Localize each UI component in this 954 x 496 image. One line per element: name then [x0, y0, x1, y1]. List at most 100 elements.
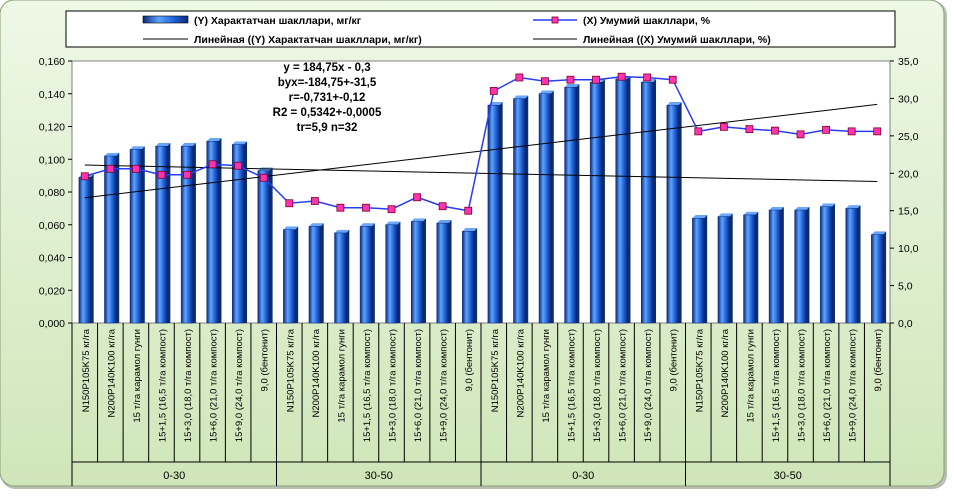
legend-bar-label: (Y) Характатчан шакллари, мг/кг — [194, 15, 362, 27]
y-right-tick-label: 25,0 — [898, 131, 919, 143]
x-category-label: 15+1,5 (16,5 т/га компост) — [771, 329, 782, 442]
y-left-tick-label: 0,040 — [39, 253, 65, 265]
x-category-label: 9,0 (бентонит) — [260, 329, 271, 391]
bar-top — [104, 152, 120, 156]
bar-top — [206, 138, 222, 142]
line-point — [106, 164, 115, 173]
x-category-label: 15 т/га карамол гунги — [541, 329, 552, 423]
legend-box — [65, 10, 896, 48]
x-category-label: 15 т/га карамол гунги — [132, 329, 143, 423]
bar — [717, 216, 730, 324]
bar — [104, 155, 117, 324]
x-category-label: 9,0 (бентонит) — [669, 329, 680, 391]
x-category-label: 15+6,0 (21,0 т/га компост) — [209, 329, 220, 442]
line-point — [668, 75, 677, 84]
bar-top — [130, 146, 145, 150]
line-point — [336, 203, 345, 212]
bar — [743, 214, 756, 324]
line-point — [80, 172, 89, 181]
bar — [206, 140, 219, 324]
x-category-label: N150P105K75 кг/га — [490, 328, 501, 412]
y-right-tick-label: 0,0 — [898, 318, 913, 330]
line-point — [541, 77, 549, 86]
x-group-label: 0-30 — [163, 470, 185, 482]
bar-top — [334, 229, 350, 233]
bar — [513, 98, 526, 324]
x-group-label: 30-50 — [365, 470, 393, 482]
line-point — [387, 205, 396, 214]
line-point — [208, 160, 217, 169]
x-category-label: 15+6,0 (21,0 т/га компост) — [413, 329, 424, 442]
bar — [641, 82, 654, 324]
bar-top — [743, 211, 759, 215]
bar-top — [155, 143, 171, 147]
bar — [180, 145, 194, 324]
bar — [564, 86, 577, 324]
bar — [819, 206, 833, 324]
y-right-tick-label: 15,0 — [898, 206, 919, 218]
line-point — [592, 75, 600, 84]
y-right-tick-label: 10,0 — [898, 243, 919, 255]
line-point — [515, 73, 524, 82]
bar — [692, 217, 705, 324]
x-category-label: N150P105K75 кг/га — [285, 328, 296, 412]
y-left-tick-label: 0,160 — [39, 56, 65, 68]
bar-top — [717, 213, 733, 217]
bar-top — [513, 95, 529, 99]
bar-top — [666, 102, 682, 106]
regression-annotation: r=-0,731+-0,12 — [289, 92, 366, 104]
line-point — [362, 203, 370, 212]
line-point — [157, 170, 166, 179]
bar — [462, 231, 475, 324]
line-point — [285, 199, 294, 208]
y-left-tick-label: 0,060 — [39, 220, 65, 232]
y-left-tick-label: 0,000 — [39, 318, 65, 330]
bar — [589, 82, 603, 324]
bar — [615, 78, 628, 324]
line-point — [183, 170, 191, 179]
bar-top — [539, 90, 554, 94]
regression-annotation: byx=-184,75+-31,5 — [278, 77, 377, 89]
regression-annotation: tr=5,9 n=32 — [297, 122, 358, 134]
bar-top — [871, 231, 887, 235]
line-point — [719, 122, 728, 131]
bar — [845, 208, 858, 324]
y-right-tick-label: 30,0 — [898, 93, 919, 105]
bar — [436, 222, 449, 324]
legend-trend-x-label: Линейная ((X) Умумий шакллари, %) — [583, 34, 771, 46]
line-point — [873, 127, 882, 136]
bar — [359, 226, 373, 324]
x-category-label: 15+6,0 (21,0 т/га компост) — [822, 329, 833, 442]
y-right-tick-label: 35,0 — [898, 56, 919, 68]
x-category-label: 15+1,5 (16,5 т/га компост) — [566, 329, 577, 442]
line-point — [771, 126, 779, 135]
line-point — [489, 87, 498, 95]
x-category-label: 15+3,0 (18,0 т/га компост) — [388, 329, 399, 442]
bar — [232, 144, 245, 324]
x-category-label: 9,0 (бентонит) — [873, 329, 884, 391]
x-category-label: 15 т/га карамол гунги — [336, 329, 347, 423]
bar-top — [308, 223, 324, 227]
bar — [666, 104, 679, 324]
bar — [410, 221, 424, 324]
bar-top — [794, 207, 810, 211]
line-point — [796, 130, 805, 139]
line-point — [694, 127, 703, 136]
x-category-label: 15+9,0 (24,0 т/га компост) — [848, 329, 859, 442]
x-category-label: 15+1,5 (16,5 т/га компост) — [362, 329, 373, 442]
trendline — [84, 164, 878, 183]
x-category-label: N200P140K100 кг/га — [311, 328, 322, 417]
bar-top — [462, 228, 478, 232]
y-left-tick-label: 0,140 — [39, 89, 65, 101]
y-left-tick-label: 0,020 — [39, 285, 65, 297]
y-right-tick-label: 5,0 — [898, 281, 913, 293]
bar — [334, 232, 347, 324]
bar — [308, 226, 321, 324]
line-point — [617, 72, 626, 81]
bar — [794, 209, 807, 324]
x-category-label: N200P140K100 кг/га — [720, 328, 731, 417]
bar-top — [283, 226, 299, 230]
line-point — [438, 202, 447, 211]
